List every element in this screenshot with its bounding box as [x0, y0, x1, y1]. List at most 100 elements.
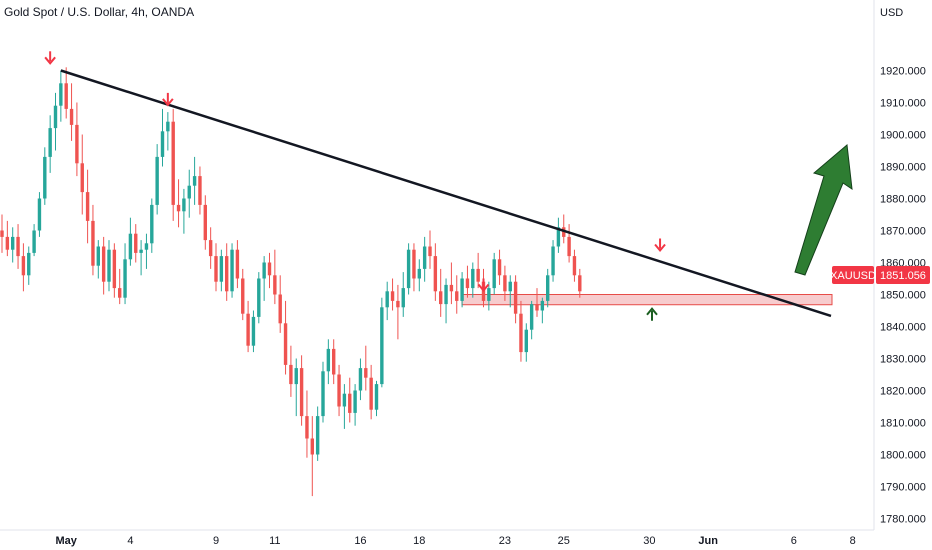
- candle-body: [439, 291, 443, 305]
- y-tick-label: 1870.000: [880, 226, 926, 238]
- candle: [0, 214, 4, 253]
- candle: [465, 265, 470, 298]
- price-axis[interactable]: USD 1780.000 1790.000 1800.000 1810.000 1820…: [873, 0, 926, 530]
- candle-body: [562, 227, 566, 237]
- y-tick-label: 1810.000: [880, 418, 926, 430]
- candle-body: [75, 124, 79, 164]
- y-tick-label: 1780.000: [880, 514, 926, 526]
- y-tick-label: 1800.000: [880, 450, 926, 462]
- down-arrow-icon: [162, 92, 174, 107]
- candle-body: [176, 204, 181, 212]
- descending-trendline[interactable]: [60, 69, 832, 318]
- candle-body: [273, 275, 277, 295]
- candle-body: [37, 198, 42, 231]
- trendline[interactable]: [60, 69, 832, 318]
- candle-body: [455, 291, 459, 301]
- arrow-head: [44, 56, 56, 65]
- x-tick-label: Jun: [698, 535, 718, 547]
- x-tick-label: 30: [643, 535, 655, 547]
- candle-body: [524, 329, 528, 353]
- candle: [187, 169, 191, 218]
- x-tick-label: 25: [558, 535, 570, 547]
- candle: [246, 300, 250, 353]
- candle-body: [396, 300, 400, 308]
- candle-body: [134, 233, 138, 253]
- arrow-head: [477, 283, 490, 293]
- candle: [540, 297, 545, 324]
- x-tick-label: 6: [791, 535, 797, 547]
- y-tick-label: 1900.000: [880, 130, 926, 142]
- candle-body: [69, 108, 74, 125]
- candle: [385, 281, 389, 321]
- candle-body: [412, 249, 416, 279]
- candle-body: [332, 348, 336, 375]
- candle: [348, 377, 352, 423]
- price-tag-bg: [876, 266, 930, 284]
- candle: [150, 198, 154, 253]
- candle: [321, 361, 325, 423]
- candle: [546, 268, 550, 308]
- candle: [497, 249, 502, 285]
- candle: [551, 240, 555, 282]
- candle: [422, 236, 427, 282]
- candle: [273, 249, 277, 305]
- candle-body: [139, 249, 143, 253]
- candle-body: [235, 249, 240, 279]
- candle-body: [460, 278, 464, 301]
- candle-body: [144, 243, 149, 250]
- candle-body: [444, 284, 448, 305]
- candle-body: [80, 163, 84, 193]
- candle: [257, 272, 261, 324]
- candle-body: [187, 185, 191, 199]
- candle-body: [43, 156, 47, 199]
- candle: [380, 297, 384, 388]
- candle: [5, 220, 10, 257]
- candle: [444, 278, 448, 324]
- candle: [241, 268, 245, 321]
- candle-body: [160, 131, 165, 157]
- candle: [535, 288, 539, 317]
- candle-body: [278, 294, 282, 324]
- candle: [524, 323, 528, 362]
- candle-body: [246, 313, 250, 346]
- candle-body: [422, 246, 427, 269]
- candle-body: [203, 204, 207, 241]
- candle: [513, 275, 518, 324]
- y-tick-label: 1880.000: [880, 194, 926, 206]
- time-axis[interactable]: May 4 9 11 16 18 23 25 30 Jun 6 8: [0, 529, 874, 547]
- candle-body: [53, 105, 58, 129]
- candle-body: [326, 348, 331, 372]
- candle-body: [225, 256, 229, 292]
- candle-body: [428, 246, 432, 257]
- candle: [310, 416, 314, 497]
- candle: [562, 214, 566, 244]
- candle-body: [48, 128, 52, 157]
- candle-body: [251, 316, 256, 346]
- candle: [144, 233, 149, 269]
- x-tick-label: 23: [499, 535, 511, 547]
- candle: [519, 300, 523, 362]
- candle-body: [112, 249, 117, 289]
- candle: [235, 240, 240, 289]
- symbol-label: XAUUSD: [830, 270, 876, 282]
- candle-body: [96, 246, 100, 266]
- candle: [192, 156, 197, 205]
- candle: [53, 92, 58, 151]
- candle-body: [171, 121, 175, 205]
- candle-body: [166, 121, 170, 132]
- down-arrow-icon: [44, 51, 56, 65]
- candle-body: [572, 256, 577, 276]
- candle-body: [492, 259, 496, 289]
- candle-body: [32, 230, 36, 253]
- candle-body: [299, 368, 304, 417]
- candle-body: [401, 288, 405, 308]
- candle: [37, 192, 42, 237]
- candle: [294, 358, 298, 417]
- x-tick-label: May: [55, 535, 77, 547]
- markers: [44, 51, 853, 321]
- candle: [203, 195, 207, 250]
- candle: [166, 112, 170, 151]
- candle-body: [348, 393, 352, 413]
- candle-body: [417, 268, 421, 279]
